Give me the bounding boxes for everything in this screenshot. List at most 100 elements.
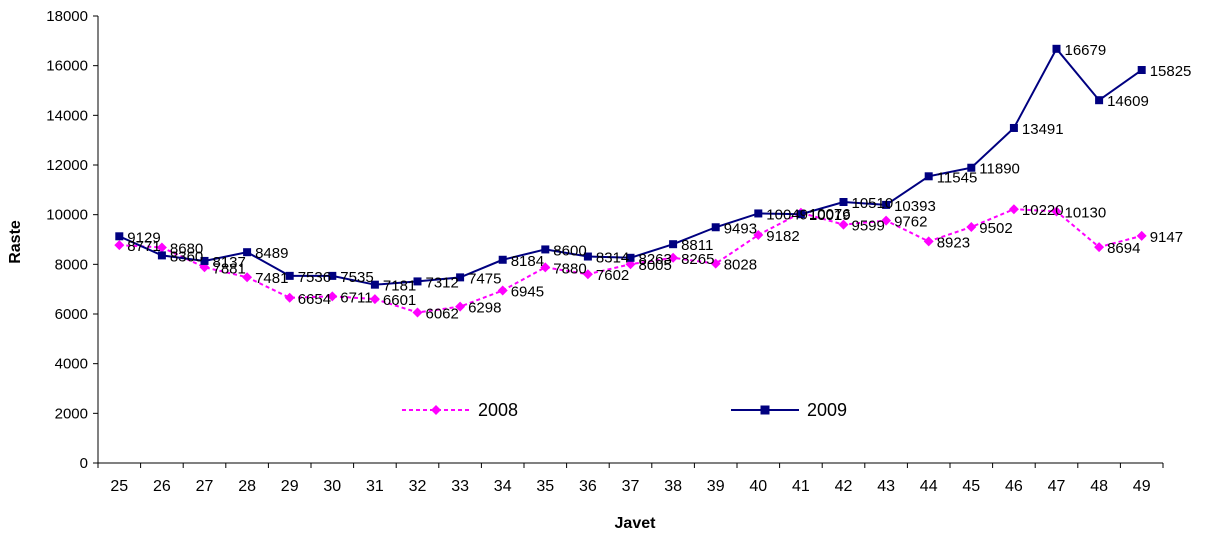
x-tick-label: 43 [877, 478, 895, 495]
data-label-2009: 11545 [937, 169, 978, 186]
y-tick-label: 10000 [46, 207, 88, 224]
y-tick-label: 12000 [46, 157, 88, 174]
data-label-2009: 8600 [553, 242, 586, 259]
data-label-2008: 9182 [766, 228, 799, 245]
data-label-2009: 7536 [298, 269, 331, 286]
data-label-2009: 8489 [255, 245, 288, 262]
legend-item-2009: 2009 [731, 400, 847, 420]
data-point-2009 [1053, 45, 1061, 53]
data-label-2008: 6711 [340, 289, 372, 306]
y-tick-label: 18000 [46, 8, 88, 25]
data-label-2009: 10393 [894, 198, 936, 215]
data-label-2009: 16679 [1065, 42, 1107, 59]
y-tick-label: 16000 [46, 58, 88, 75]
legend-marker-2008 [431, 405, 441, 415]
data-label-2009: 7312 [426, 274, 459, 291]
data-label-2009: 8360 [170, 248, 203, 265]
data-label-2008: 6062 [426, 305, 459, 322]
x-tick-label: 29 [281, 478, 299, 495]
data-point-2008 [114, 240, 124, 250]
data-point-2008 [966, 222, 976, 232]
y-tick-label: 2000 [55, 405, 88, 422]
data-label-2009: 8811 [681, 237, 713, 254]
data-label-2008: 10130 [1065, 204, 1107, 221]
legend-marker-2009 [761, 406, 769, 414]
data-label-2009: 8184 [511, 253, 544, 270]
x-tick-label: 37 [622, 478, 640, 495]
y-tick-label: 6000 [55, 306, 88, 323]
data-label-2008: 6298 [468, 300, 501, 317]
data-label-2009: 10019 [809, 207, 851, 224]
data-point-2009 [1138, 66, 1146, 74]
data-label-2008: 6945 [511, 284, 544, 301]
x-axis-ticks: 25 26 27 28 29 30 31 32 33 34 35 36 37 38 39 40 41 42 43 44… [98, 463, 1163, 495]
data-label-2009: 7535 [340, 269, 373, 286]
data-point-2008 [1009, 204, 1019, 214]
y-tick-label: 8000 [55, 256, 88, 273]
data-label-2008: 9147 [1150, 229, 1183, 246]
data-point-2008 [924, 236, 934, 246]
legend-label-2009: 2009 [807, 400, 847, 420]
x-tick-label: 25 [110, 478, 128, 495]
data-point-2009 [1095, 96, 1103, 104]
y-axis-title: Raste [7, 220, 24, 264]
x-tick-label: 39 [707, 478, 725, 495]
data-label-2009: 10049 [766, 206, 808, 223]
data-label-2009: 15825 [1150, 63, 1192, 80]
data-point-2009 [499, 256, 507, 264]
data-point-2009 [925, 172, 933, 180]
data-label-2009: 7475 [468, 270, 501, 287]
data-label-2009: 8263 [639, 251, 672, 268]
data-label-2009: 9129 [127, 229, 160, 246]
x-tick-label: 30 [323, 478, 341, 495]
x-tick-label: 36 [579, 478, 597, 495]
x-tick-label: 44 [920, 478, 938, 495]
data-point-2009 [1010, 124, 1018, 132]
x-tick-label: 49 [1133, 478, 1151, 495]
x-axis-title: Javet [615, 515, 657, 532]
x-tick-label: 46 [1005, 478, 1023, 495]
data-label-2009: 11890 [979, 161, 1020, 178]
data-label-2008: 8694 [1107, 240, 1140, 257]
data-label-2009: 8137 [213, 254, 246, 271]
legend-label-2008: 2008 [478, 400, 518, 420]
x-tick-label: 34 [494, 478, 512, 495]
data-label-2008: 7602 [596, 267, 629, 284]
x-tick-label: 27 [196, 478, 214, 495]
data-label-2009: 7181 [383, 278, 416, 295]
data-label-2008: 7481 [255, 270, 288, 287]
data-label-2008: 7880 [553, 260, 586, 277]
data-label-2008: 9599 [852, 218, 885, 235]
data-point-2008 [285, 293, 295, 303]
data-label-2009: 8314 [596, 250, 629, 267]
x-tick-label: 33 [451, 478, 469, 495]
data-point-2009 [669, 240, 677, 248]
y-tick-label: 14000 [46, 107, 88, 124]
x-tick-label: 47 [1048, 478, 1066, 495]
legend: 2008 2009 [402, 400, 847, 420]
x-tick-label: 48 [1090, 478, 1108, 495]
data-label-2008: 8923 [937, 234, 970, 251]
data-point-2009 [712, 223, 720, 231]
y-axis-ticks: 0200040006000800010000120001400016000180… [46, 8, 98, 472]
x-tick-label: 32 [409, 478, 427, 495]
data-point-2009 [115, 232, 123, 240]
data-label-2009: 10510 [852, 195, 894, 212]
x-tick-label: 26 [153, 478, 171, 495]
x-tick-label: 31 [366, 478, 384, 495]
data-point-2009 [754, 209, 762, 217]
legend-item-2008: 2008 [402, 400, 518, 420]
x-tick-label: 40 [749, 478, 767, 495]
y-tick-label: 4000 [55, 356, 88, 373]
data-label-2009: 9493 [724, 220, 757, 237]
data-label-2008: 8028 [724, 257, 757, 274]
data-label-2008: 10220 [1022, 202, 1064, 219]
data-label-2008: 9502 [979, 220, 1012, 237]
x-tick-label: 42 [835, 478, 853, 495]
x-tick-label: 35 [536, 478, 554, 495]
data-labels-layer: 8771 8680788174816654 6711 66016062 62986945… [127, 42, 1191, 323]
data-label-2008: 6654 [298, 291, 331, 308]
x-tick-label: 45 [962, 478, 980, 495]
data-label-2009: 14609 [1107, 93, 1149, 110]
